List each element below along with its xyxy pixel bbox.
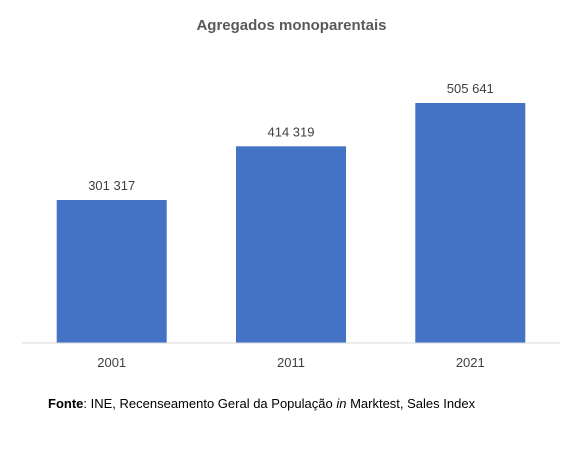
x-tick-2001: 2001 [97, 355, 126, 370]
bar-2011 [236, 146, 346, 343]
source-note: Fonte: INE, Recenseamento Geral da Popul… [48, 396, 475, 411]
source-separator: : [83, 396, 91, 411]
bar-2021 [415, 103, 526, 343]
x-axis-ticks: 2001 2011 2021 [97, 355, 485, 370]
bar-2001 [56, 200, 167, 343]
source-text-before: INE, Recenseamento Geral da População [90, 396, 337, 411]
data-label-2021: 505 641 [447, 81, 494, 96]
data-label-2011: 414 319 [268, 124, 315, 139]
x-tick-2011: 2011 [277, 355, 305, 370]
bars-layer [56, 103, 526, 343]
data-label-2001: 301 317 [88, 178, 135, 193]
x-tick-2021: 2021 [456, 355, 485, 370]
source-label: Fonte [48, 396, 84, 411]
source-italic-word: in [336, 396, 347, 411]
source-text-after: Marktest, Sales Index [346, 396, 476, 411]
labels-layer: 301 317 414 319 505 641 [88, 81, 494, 193]
chart-title: Agregados monoparentais [196, 17, 387, 34]
